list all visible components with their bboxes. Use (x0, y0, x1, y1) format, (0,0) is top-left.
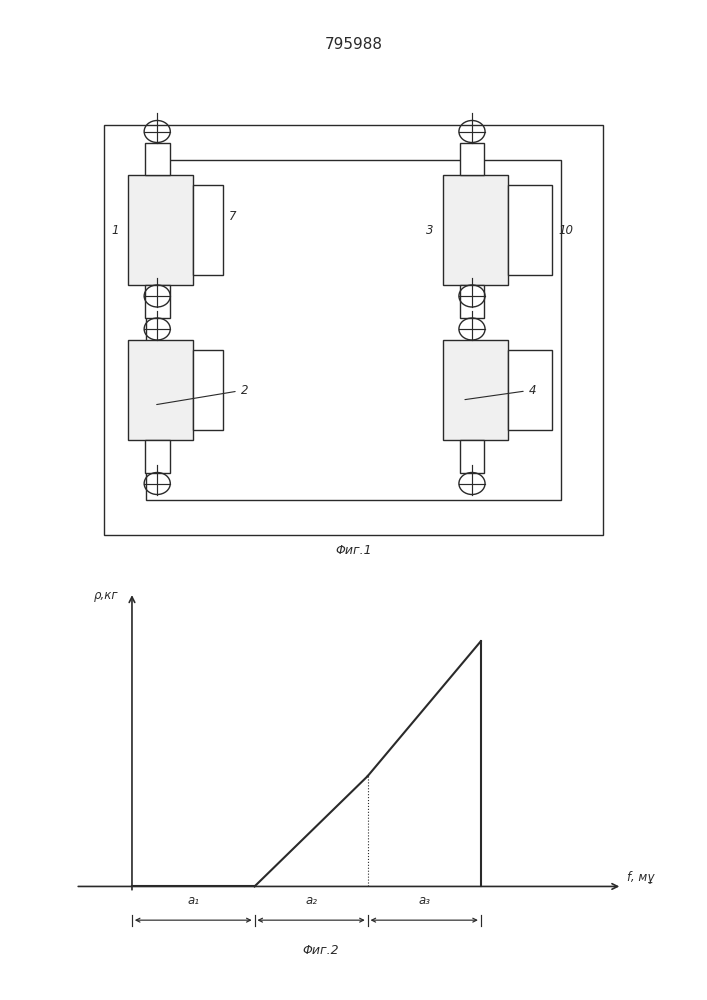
Text: a₃: a₃ (419, 894, 430, 907)
Text: ρ,кг: ρ,кг (93, 589, 118, 602)
Bar (460, 440, 484, 473)
Text: f, мұ: f, мұ (627, 871, 654, 884)
Text: Φиг.1: Φиг.1 (335, 544, 372, 558)
Bar (460, 285, 484, 318)
Bar (193, 185, 223, 275)
Text: 7: 7 (229, 210, 236, 223)
Bar (128, 175, 193, 285)
Text: 2: 2 (157, 383, 248, 405)
Bar (145, 285, 170, 318)
Bar (443, 175, 508, 285)
Bar (508, 185, 552, 275)
Bar (145, 142, 170, 175)
Bar (193, 350, 223, 430)
Bar (145, 440, 170, 473)
Bar (104, 125, 603, 535)
Text: a₂: a₂ (305, 894, 317, 907)
Bar (508, 350, 552, 430)
Text: 1: 1 (112, 224, 119, 236)
Text: 795988: 795988 (325, 37, 382, 52)
Text: 10: 10 (559, 224, 573, 236)
Text: a₁: a₁ (187, 894, 199, 907)
Bar (128, 340, 193, 440)
Text: Φиг.2: Φиг.2 (302, 944, 339, 957)
Bar (146, 160, 561, 500)
Bar (460, 142, 484, 175)
Bar (443, 340, 508, 440)
Text: 3: 3 (426, 224, 433, 236)
Text: 4: 4 (465, 383, 536, 400)
